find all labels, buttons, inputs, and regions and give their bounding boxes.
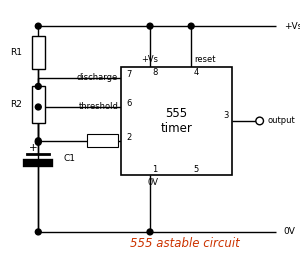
Bar [87, 134, 118, 147]
Text: 5: 5 [194, 165, 199, 174]
Text: 1: 1 [152, 165, 158, 174]
Text: 7: 7 [126, 69, 131, 79]
Bar [121, 67, 232, 175]
Text: 0V: 0V [148, 178, 159, 187]
Circle shape [35, 104, 41, 110]
Text: 555
timer: 555 timer [160, 107, 192, 135]
Bar [32, 37, 45, 69]
Bar [32, 86, 45, 123]
Text: 4: 4 [194, 68, 199, 77]
Circle shape [35, 84, 41, 89]
Text: discharge: discharge [77, 73, 118, 82]
Text: threshold: threshold [78, 103, 118, 111]
Circle shape [256, 117, 263, 125]
Text: +Vs: +Vs [142, 55, 158, 64]
Text: 0V: 0V [284, 227, 296, 236]
Text: +Vs: +Vs [284, 22, 300, 31]
Text: 6: 6 [126, 99, 131, 108]
Text: trigger: trigger [89, 136, 116, 145]
Text: reset: reset [194, 55, 216, 64]
Text: +: + [29, 143, 37, 152]
Circle shape [35, 138, 41, 144]
Text: 555 astable circuit: 555 astable circuit [130, 237, 240, 250]
Text: 3: 3 [224, 111, 229, 120]
Circle shape [147, 23, 153, 29]
Text: output: output [268, 116, 295, 126]
Text: C1: C1 [63, 154, 75, 163]
Circle shape [35, 23, 41, 29]
Circle shape [188, 23, 194, 29]
Circle shape [147, 229, 153, 235]
Text: 2: 2 [126, 133, 131, 142]
Circle shape [35, 229, 41, 235]
Text: R2: R2 [10, 100, 22, 109]
Circle shape [35, 139, 41, 145]
Text: R1: R1 [10, 48, 22, 57]
Text: 8: 8 [152, 68, 158, 77]
